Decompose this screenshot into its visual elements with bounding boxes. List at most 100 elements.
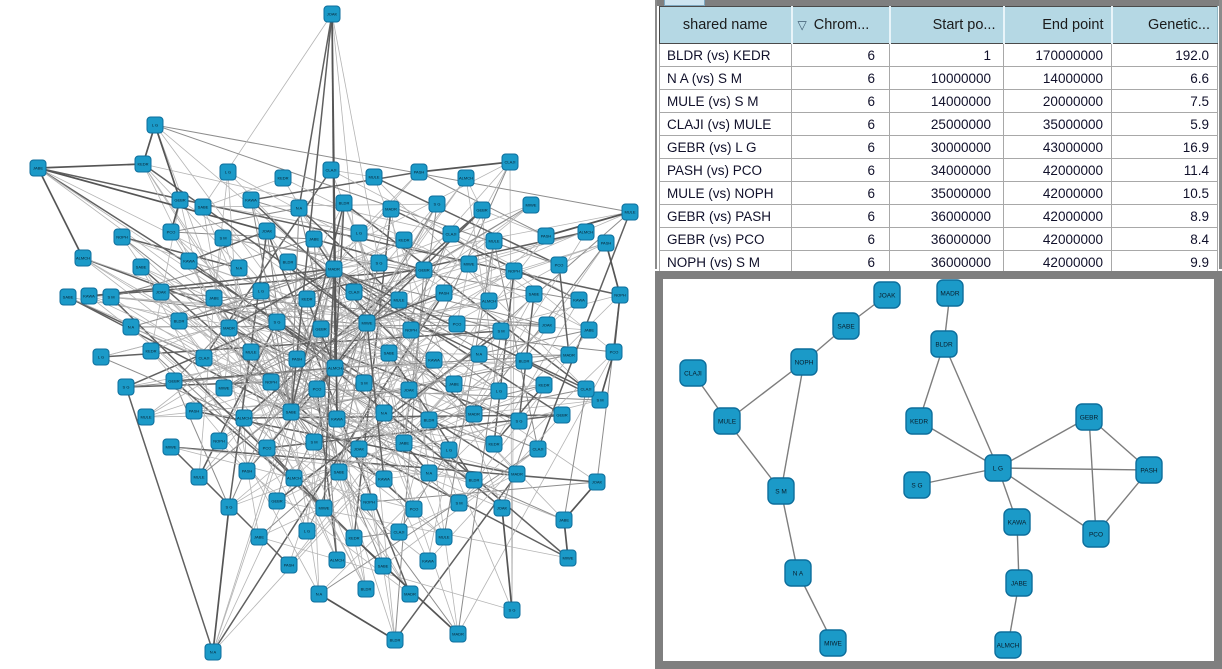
main-network-node[interactable]: PASH bbox=[410, 163, 428, 181]
table-row[interactable]: BLDR (vs) KEDR 6 1 170000000 192.0 bbox=[659, 43, 1218, 67]
main-network-node[interactable]: ALMCH bbox=[326, 359, 344, 377]
main-network-node[interactable]: JOAK bbox=[400, 381, 418, 399]
main-network-node[interactable]: L G bbox=[490, 382, 508, 400]
table-row[interactable]: MULE (vs) S M 6 14000000 20000000 7.5 bbox=[659, 89, 1218, 113]
main-network-node[interactable]: CLAJI bbox=[529, 440, 547, 458]
main-network-node[interactable]: S M bbox=[214, 229, 232, 247]
main-network-node[interactable]: NOPH bbox=[262, 373, 280, 391]
main-network-node[interactable]: PASH bbox=[288, 350, 306, 368]
table-cell[interactable]: 6 bbox=[791, 66, 890, 90]
main-network-node[interactable]: KEDR bbox=[298, 290, 316, 308]
table-row[interactable]: GEBR (vs) PASH 6 36000000 42000000 8.9 bbox=[659, 204, 1218, 228]
subnetwork-node-MULE[interactable]: MULE bbox=[713, 407, 741, 435]
main-network-node[interactable]: SABE bbox=[194, 198, 212, 216]
main-network-node[interactable]: JOAK bbox=[538, 316, 556, 334]
main-network-node[interactable]: S M bbox=[355, 374, 373, 392]
subnetwork-node-NOPH[interactable]: NOPH bbox=[790, 348, 818, 376]
main-network-node[interactable]: JABE bbox=[580, 321, 598, 339]
main-network-node[interactable]: CLAJI bbox=[442, 225, 460, 243]
table-cell[interactable]: MULE (vs) S M bbox=[659, 89, 792, 113]
main-network-node[interactable]: MULE bbox=[390, 291, 408, 309]
main-network-node[interactable]: ALMCH bbox=[285, 469, 303, 487]
main-network-node[interactable]: NOPH bbox=[505, 262, 523, 280]
main-network-node[interactable]: S M bbox=[591, 391, 609, 409]
table-cell[interactable]: 14000000 bbox=[889, 89, 1004, 113]
main-network-node[interactable]: S G bbox=[220, 498, 238, 516]
column-header-genetic[interactable]: Genetic... bbox=[1110, 6, 1218, 44]
main-network-node[interactable]: BLDR bbox=[420, 411, 438, 429]
subnetwork-node-S-G[interactable]: S G bbox=[903, 471, 931, 499]
subnetwork-canvas[interactable]: JOAK MADR SABE BLDR NOPH CLAJI MULE KEDR GEBR L G… bbox=[663, 279, 1214, 661]
main-network-node[interactable]: NOPH bbox=[360, 493, 378, 511]
table-cell[interactable]: 34000000 bbox=[889, 158, 1004, 182]
table-cell[interactable]: 6 bbox=[791, 135, 890, 159]
subnetwork-node-L-G[interactable]: L G bbox=[984, 454, 1012, 482]
table-cell[interactable]: 6 bbox=[791, 227, 890, 251]
main-network-node[interactable]: N A bbox=[310, 585, 328, 603]
table-scroll-tab[interactable] bbox=[664, 0, 705, 6]
main-network-node[interactable]: KAWA bbox=[328, 410, 346, 428]
main-network-node[interactable]: JABE bbox=[305, 230, 323, 248]
main-network-node[interactable]: S G bbox=[268, 313, 286, 331]
subnetwork-node-S-M[interactable]: S M bbox=[767, 477, 795, 505]
main-network-node[interactable]: CLAJI bbox=[501, 153, 519, 171]
table-cell[interactable]: PASH (vs) PCO bbox=[659, 158, 792, 182]
main-network-node[interactable]: S M bbox=[102, 288, 120, 306]
main-network-node[interactable]: PASH bbox=[185, 402, 203, 420]
table-cell[interactable]: 9.9 bbox=[1111, 250, 1218, 274]
main-network-node[interactable]: PCO bbox=[405, 500, 423, 518]
table-cell[interactable]: 6 bbox=[791, 204, 890, 228]
table-row[interactable]: N A (vs) S M 6 10000000 14000000 6.6 bbox=[659, 66, 1218, 90]
main-network-node[interactable]: GEBR bbox=[165, 372, 183, 390]
table-cell[interactable]: NOPH (vs) S M bbox=[659, 250, 792, 274]
main-network-node[interactable]: MADR bbox=[401, 585, 419, 603]
main-network-node[interactable]: MIWE bbox=[460, 255, 478, 273]
table-cell[interactable]: 35000000 bbox=[889, 181, 1004, 205]
main-network-node[interactable]: JABE bbox=[555, 511, 573, 529]
main-network-node[interactable]: NOPH bbox=[113, 228, 131, 246]
main-network-node[interactable]: MIWE bbox=[522, 196, 540, 214]
main-network-node[interactable]: ALMCH bbox=[328, 551, 346, 569]
table-cell[interactable]: 8.4 bbox=[1111, 227, 1218, 251]
main-network-node[interactable]: MULE bbox=[137, 408, 155, 426]
main-network-node[interactable]: SABE bbox=[59, 288, 77, 306]
table-cell[interactable]: 11.4 bbox=[1111, 158, 1218, 182]
table-cell[interactable]: 30000000 bbox=[889, 135, 1004, 159]
main-network-node[interactable]: JOAK bbox=[323, 5, 341, 23]
main-network-node[interactable]: CLAJI bbox=[322, 161, 340, 179]
subnetwork-node-ALMCH[interactable]: ALMCH bbox=[994, 631, 1022, 659]
column-header-sharedname[interactable]: shared name bbox=[659, 6, 792, 44]
table-cell[interactable]: 170000000 bbox=[1003, 43, 1112, 67]
main-network-node[interactable]: L G bbox=[146, 116, 164, 134]
main-network-node[interactable]: SABE bbox=[374, 557, 392, 575]
table-cell[interactable]: 6 bbox=[791, 43, 890, 67]
table-cell[interactable]: 6 bbox=[791, 250, 890, 274]
main-network-node[interactable]: JOAK bbox=[350, 440, 368, 458]
subnetwork-node-GEBR[interactable]: GEBR bbox=[1075, 403, 1103, 431]
main-network-node[interactable]: PCO bbox=[258, 439, 276, 457]
main-network-node[interactable]: KEDR bbox=[142, 342, 160, 360]
table-cell[interactable]: 36000000 bbox=[889, 227, 1004, 251]
main-network-node[interactable]: L G bbox=[219, 163, 237, 181]
main-network-node[interactable]: JABE bbox=[29, 159, 47, 177]
main-network-node[interactable]: GEBR bbox=[553, 406, 571, 424]
table-cell[interactable]: 7.5 bbox=[1111, 89, 1218, 113]
table-row[interactable]: NOPH (vs) S M 6 36000000 42000000 9.9 bbox=[659, 250, 1218, 274]
main-network-node[interactable]: NOPH bbox=[210, 432, 228, 450]
main-network-node[interactable]: BLDR bbox=[335, 194, 353, 212]
main-network-node[interactable]: ALMCH bbox=[457, 169, 475, 187]
table-cell[interactable]: 42000000 bbox=[1003, 158, 1112, 182]
main-network-node[interactable]: BLDR bbox=[386, 631, 404, 649]
main-network-node[interactable]: KAWA bbox=[375, 470, 393, 488]
table-cell[interactable]: 10000000 bbox=[889, 66, 1004, 90]
subnetwork-node-BLDR[interactable]: BLDR bbox=[930, 330, 958, 358]
main-network-node[interactable]: KEDR bbox=[274, 169, 292, 187]
table-cell[interactable]: 20000000 bbox=[1003, 89, 1112, 113]
main-network-node[interactable]: SABE bbox=[330, 463, 348, 481]
table-cell[interactable]: 14000000 bbox=[1003, 66, 1112, 90]
table-cell[interactable]: 42000000 bbox=[1003, 204, 1112, 228]
subnetwork-node-PCO[interactable]: PCO bbox=[1082, 520, 1110, 548]
main-network-node[interactable]: PASH bbox=[435, 284, 453, 302]
table-cell[interactable]: 5.9 bbox=[1111, 112, 1218, 136]
main-network-node[interactable]: JABE bbox=[445, 375, 463, 393]
